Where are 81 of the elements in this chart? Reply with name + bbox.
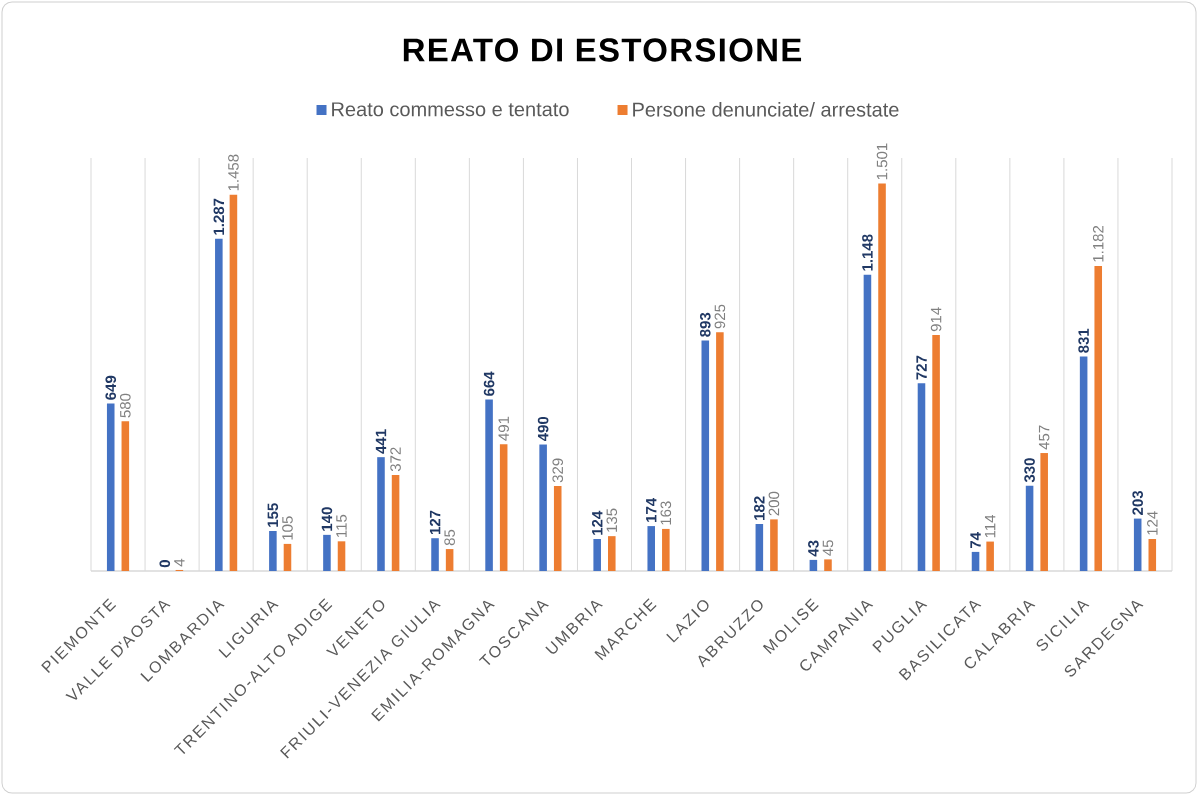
data-label: 490 [537,416,549,442]
data-label: 893 [699,312,711,337]
bar [106,403,115,571]
data-label: 649 [105,375,117,400]
bar [229,194,238,571]
data-label: 372 [390,447,401,472]
bar [1025,485,1034,571]
bar [755,524,764,571]
legend-label: Persone denunciate/ arrestate [633,102,899,117]
bar [391,474,400,571]
data-label: 200 [768,491,780,516]
bar [323,534,331,571]
bar [1133,518,1142,571]
bar [971,551,980,571]
bar [647,526,656,571]
bar [824,559,832,571]
data-label: 124 [591,510,603,535]
data-label: 1.182 [1092,225,1104,262]
bar [445,549,454,571]
data-label: 491 [498,416,509,441]
data-label: 45 [822,540,834,556]
data-label: 203 [1132,490,1144,515]
data-label: 127 [429,510,441,535]
bar [215,238,223,571]
data-label: 124 [1147,511,1158,535]
bar [716,332,724,571]
bar [662,528,670,571]
bar [553,486,562,571]
data-label: 115 [336,514,347,537]
data-label: 1.287 [213,198,225,235]
data-label: 925 [714,304,726,329]
data-label: 0 [159,560,171,568]
data-label: 914 [930,307,942,332]
bar [121,421,130,571]
bar [932,335,940,571]
bar [283,543,292,571]
data-label: 580 [120,393,131,418]
data-label: 1.458 [228,154,239,191]
bar [593,538,601,571]
bar [269,530,277,571]
data-label: 329 [552,458,564,483]
data-label: 174 [646,497,657,522]
data-label: 74 [970,532,981,549]
bar [878,183,886,571]
bar [337,541,346,571]
bar [770,519,778,571]
bar [377,457,385,571]
data-label: 105 [282,516,293,540]
data-label: 135 [606,508,618,532]
bar [485,399,493,571]
data-label: 441 [375,429,387,454]
bar [701,340,710,571]
data-label: 182 [754,496,765,520]
data-label: 163 [660,501,672,525]
bar [809,559,818,571]
data-label: 1.148 [862,234,873,271]
bar [608,536,616,571]
data-label: 1.501 [876,143,888,180]
bar [1079,356,1088,571]
data-label: 140 [321,507,333,531]
bar [1148,538,1157,571]
bar [863,274,872,571]
bar [1040,453,1048,571]
data-label: 4 [174,558,185,567]
data-label: 43 [808,540,819,557]
data-label: 114 [984,514,996,538]
bar [539,444,547,571]
bar [986,541,994,571]
data-label: 85 [444,529,455,546]
chart-title: REATO DI ESTORSIONE [403,38,802,62]
bar [499,444,508,571]
bar [917,383,926,571]
data-label: 330 [1024,458,1035,483]
data-label: 664 [483,371,495,396]
bar [431,538,439,571]
legend-label: Reato commesso e tentato [332,102,569,117]
data-label: 831 [1078,328,1089,353]
bar [1094,265,1103,571]
data-label: 155 [267,503,279,527]
data-label: 727 [916,355,927,380]
data-label: 457 [1038,425,1050,450]
